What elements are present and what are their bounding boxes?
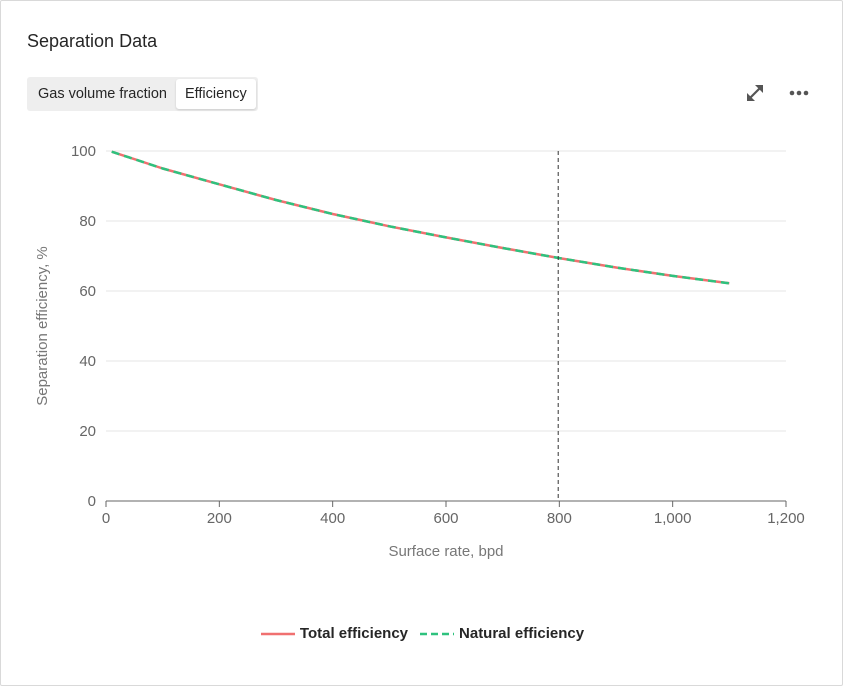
efficiency-chart: 0 20 40 60 80 100 0 200 400 600 800 1,000 1,200 Surf… [34,143,805,560]
x-tick-label: 200 [207,510,232,527]
x-tick-label: 0 [102,510,110,527]
legend-label-natural: Natural efficiency [459,625,585,642]
axes: 0 20 40 60 80 100 0 200 400 600 800 1,000 1,200 [71,143,805,527]
series-lines [111,150,730,285]
y-tick-label: 40 [79,353,96,370]
x-tick-label: 600 [433,510,458,527]
legend-item-total-efficiency[interactable]: Total efficiency [260,625,409,642]
x-axis-label: Surface rate, bpd [388,543,503,560]
more-horizontal-icon [789,90,809,96]
more-options-button[interactable] [786,81,812,105]
x-tick-label: 1,000 [654,510,692,527]
x-tick-label: 400 [320,510,345,527]
y-tick-label: 0 [88,493,96,510]
legend-swatch-natural [420,632,455,635]
expand-button[interactable] [742,81,768,105]
card-title: Separation Data [27,31,158,51]
y-axis-label: Separation efficiency, % [34,246,51,406]
legend-label-total: Total efficiency [299,625,409,642]
x-tick-label: 1,200 [767,510,805,527]
x-tick-label: 800 [547,510,572,527]
y-tick-label: 80 [79,213,96,230]
series-total-efficiency [111,150,730,285]
grid-lines [106,150,786,432]
legend-swatch-total [260,632,295,635]
view-toggle: Gas volume fraction Efficiency [27,77,258,111]
series-natural-efficiency [111,150,730,285]
tab-efficiency[interactable]: Efficiency [175,79,256,109]
y-tick-label: 100 [71,143,96,160]
y-tick-label: 20 [79,423,96,440]
tab-gas-volume-fraction[interactable]: Gas volume fraction [38,86,167,102]
y-tick-label: 60 [79,283,96,300]
legend-item-natural-efficiency[interactable]: Natural efficiency [420,625,584,642]
chart-legend: Total efficiency Natural efficiency [1,625,843,642]
expand-arrows-icon [747,85,763,101]
